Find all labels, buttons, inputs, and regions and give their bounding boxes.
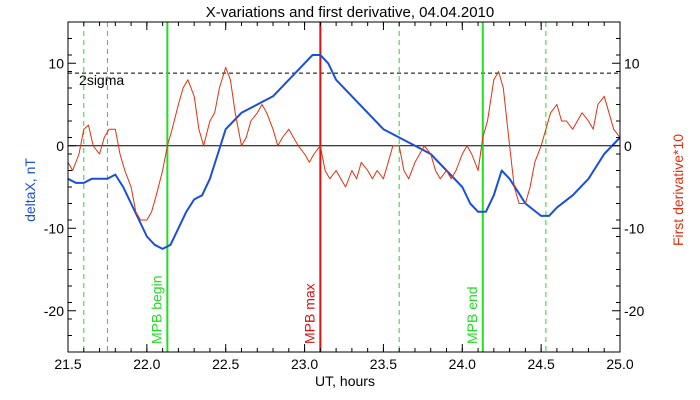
vertical-marker-label-2: MPB end [464,286,480,344]
x-tick-label-5: 24.0 [449,356,476,372]
threshold-label: 2sigma [79,72,124,88]
x-tick-label-0: 21.5 [54,356,81,372]
x-tick-label-6: 24.5 [528,356,555,372]
x-axis-label: UT, hours [315,373,375,389]
y-axis-label-right: First derivative*10 [670,134,686,246]
y-tick-label-left-2: -10 [44,220,64,236]
series-line-deltaX [67,54,621,250]
y-tick-label-left-1: 0 [56,138,64,154]
y-tick-label-right-2: -10 [624,220,644,236]
y-axis-label-left: deltaX, nT [22,158,38,222]
chart-title: X-variations and first derivative, 04.04… [206,4,495,21]
vertical-marker-label-1: MPB max [301,283,317,344]
x-tick-label-7: 25.0 [606,356,633,372]
y-tick-label-left-3: -20 [44,303,64,319]
y-tick-label-right-0: 10 [624,55,640,71]
y-tick-label-right-1: 0 [624,138,632,154]
x-tick-label-1: 22.0 [133,356,160,372]
y-tick-label-right-3: -20 [624,303,644,319]
x-tick-label-2: 22.5 [212,356,239,372]
x-tick-label-4: 23.5 [370,356,397,372]
y-tick-label-left-0: 10 [48,55,64,71]
series-line-derivative [67,66,621,221]
vertical-marker-label-0: MPB begin [148,276,164,344]
x-tick-label-3: 23.0 [291,356,318,372]
